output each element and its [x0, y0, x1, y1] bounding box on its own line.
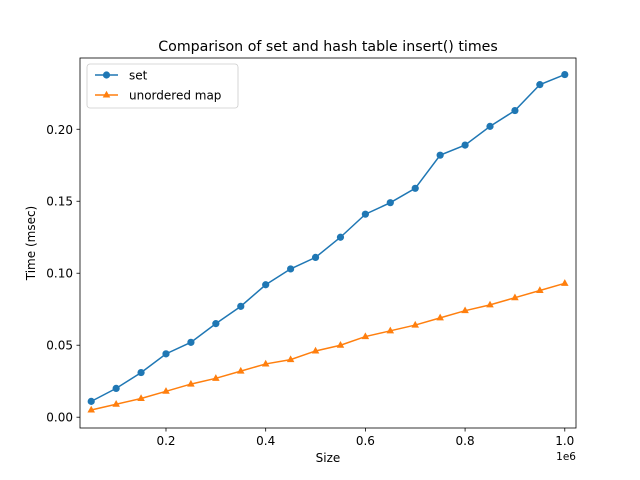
data-point-set [237, 302, 245, 310]
data-point-set [311, 253, 320, 261]
y-tick-label: 0.15 [46, 195, 73, 209]
series-line-unordered-map [91, 282, 565, 411]
legend: set unordered map [86, 63, 239, 109]
x-tick-label: 0.4 [256, 434, 275, 448]
data-point-set [87, 397, 95, 405]
data-point-unordered-map [137, 394, 145, 402]
data-point-unordered-map [436, 313, 444, 321]
data-point-set [361, 210, 369, 218]
data-point-unordered-map [212, 374, 220, 381]
data-point-unordered-map [162, 387, 170, 394]
chart-title: Comparison of set and hash table insert(… [158, 39, 498, 55]
x-axis-label: Size [316, 451, 341, 465]
data-point-unordered-map [311, 346, 320, 354]
data-point-set [536, 81, 544, 89]
data-point-set [187, 338, 195, 346]
data-point-set [162, 350, 170, 358]
data-point-unordered-map [261, 359, 270, 367]
data-point-unordered-map [112, 400, 120, 407]
data-point-set [461, 141, 469, 149]
data-point-unordered-map [187, 379, 195, 387]
y-tick-label: 0.00 [46, 411, 73, 425]
data-point-unordered-map [536, 286, 544, 294]
data-point-set [112, 384, 120, 393]
data-point-set [386, 199, 394, 207]
legend-box [86, 63, 239, 109]
plot-area [87, 70, 569, 413]
x-axis-ticks: 0.2 0.4 0.6 0.8 1.0 [156, 428, 574, 448]
x-tick-label: 1.0 [555, 434, 574, 448]
legend-marker-set [102, 71, 111, 79]
data-point-unordered-map [561, 279, 569, 286]
data-point-unordered-map [486, 300, 494, 308]
y-axis-label: Time (msec) [24, 206, 38, 281]
data-point-set [262, 281, 270, 289]
x-tick-label: 0.2 [156, 434, 175, 448]
y-tick-label: 0.05 [46, 339, 73, 353]
data-point-unordered-map [286, 355, 295, 363]
data-point-unordered-map [461, 306, 469, 314]
data-point-set [137, 368, 145, 377]
data-point-unordered-map [336, 341, 345, 348]
data-point-set [436, 151, 444, 159]
legend-label-set: set [129, 69, 148, 83]
y-tick-label: 0.10 [46, 267, 73, 281]
data-point-unordered-map [411, 320, 420, 328]
plot-frame [79, 57, 577, 429]
data-point-unordered-map [386, 326, 395, 334]
data-point-unordered-map [361, 332, 370, 340]
series-line-set [90, 73, 566, 403]
data-point-unordered-map [511, 293, 519, 301]
data-point-set [411, 184, 419, 192]
x-tick-label: 0.6 [356, 434, 375, 448]
data-point-set [561, 70, 569, 79]
data-point-set [287, 265, 295, 273]
data-point-unordered-map [87, 405, 95, 413]
legend-label-unordered-map: unordered map [129, 89, 221, 103]
y-tick-label: 0.20 [46, 123, 73, 137]
data-point-set [336, 233, 345, 241]
data-point-unordered-map [236, 366, 245, 374]
data-point-set [212, 320, 220, 328]
data-point-set [486, 122, 494, 130]
data-point-set [511, 106, 519, 115]
x-axis-offset-label: 1e6 [556, 451, 576, 463]
legend-marker-unordered-map [102, 90, 111, 98]
x-tick-label: 0.8 [456, 434, 475, 448]
y-axis-ticks: 0.00 0.05 0.10 0.15 0.20 [46, 123, 80, 425]
